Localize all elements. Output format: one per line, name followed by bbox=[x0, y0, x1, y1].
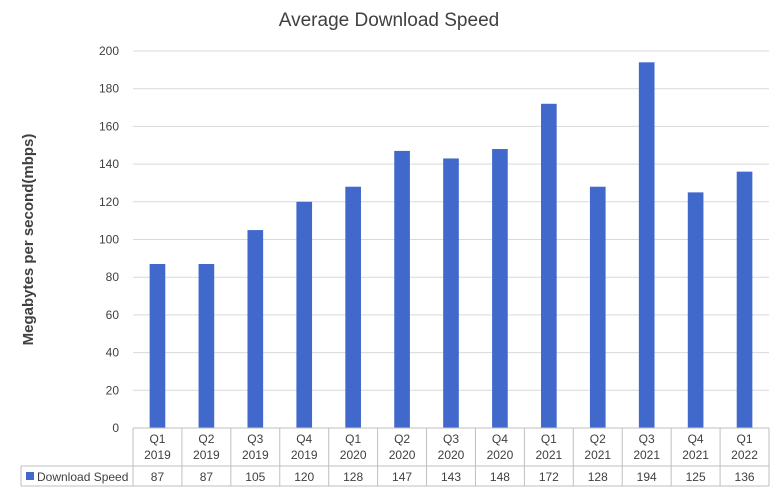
x-tick-label: 2020 bbox=[438, 448, 465, 462]
bar bbox=[736, 171, 753, 428]
x-tick-label: Q2 bbox=[394, 432, 410, 446]
x-tick-label: Q3 bbox=[443, 432, 459, 446]
data-label: 125 bbox=[686, 470, 706, 484]
bar bbox=[345, 186, 361, 428]
x-tick-label: 2020 bbox=[389, 448, 416, 462]
x-tick-label: Q3 bbox=[639, 432, 655, 446]
x-tick-label: Q1 bbox=[541, 432, 557, 446]
y-axis-ticks: 0 20 40 60 80 100 120 140 160 180 200 bbox=[99, 44, 119, 435]
data-label: 136 bbox=[735, 470, 755, 484]
x-tick-label: Q2 bbox=[590, 432, 606, 446]
x-tick-label: Q1 bbox=[149, 432, 165, 446]
y-tick-label: 20 bbox=[106, 383, 120, 397]
x-tick-label: 2020 bbox=[340, 448, 367, 462]
bar bbox=[247, 230, 264, 428]
x-tick-label: 2019 bbox=[193, 448, 220, 462]
data-label: 120 bbox=[294, 470, 314, 484]
bar bbox=[589, 186, 606, 428]
data-label: 172 bbox=[539, 470, 559, 484]
y-tick-label: 80 bbox=[106, 270, 120, 284]
bar bbox=[638, 62, 655, 429]
data-label: 143 bbox=[441, 470, 461, 484]
x-tick-label: 2019 bbox=[291, 448, 318, 462]
bar bbox=[687, 192, 704, 428]
data-label: 148 bbox=[490, 470, 510, 484]
y-tick-label: 180 bbox=[99, 82, 119, 96]
bar bbox=[541, 103, 557, 428]
x-tick-label: Q4 bbox=[688, 432, 704, 446]
data-label: 194 bbox=[637, 470, 657, 484]
legend-swatch bbox=[26, 472, 34, 480]
x-tick-label: 2021 bbox=[633, 448, 660, 462]
x-tick-label: Q4 bbox=[492, 432, 508, 446]
bar bbox=[492, 149, 508, 428]
x-tick-label: Q1 bbox=[345, 432, 361, 446]
y-axis-label: Megabytes per second(mbps) bbox=[20, 134, 37, 346]
x-tick-label: 2019 bbox=[144, 448, 171, 462]
x-tick-label: 2021 bbox=[535, 448, 562, 462]
y-tick-label: 100 bbox=[99, 233, 119, 247]
x-tick-label: 2021 bbox=[682, 448, 709, 462]
chart-title: Average Download Speed bbox=[279, 10, 499, 31]
bars bbox=[149, 62, 753, 429]
data-label: 87 bbox=[151, 470, 165, 484]
data-label: 147 bbox=[392, 470, 412, 484]
y-tick-label: 160 bbox=[99, 119, 119, 133]
x-tick-label: Q2 bbox=[198, 432, 214, 446]
y-tick-label: 60 bbox=[106, 308, 120, 322]
y-tick-label: 140 bbox=[99, 157, 119, 171]
y-tick-label: 120 bbox=[99, 195, 119, 209]
x-tick-label: 2021 bbox=[584, 448, 611, 462]
bar bbox=[443, 158, 459, 428]
y-tick-label: 200 bbox=[99, 44, 119, 58]
x-tick-label: Q4 bbox=[296, 432, 312, 446]
data-table: Q1 2019 87 Q2 2019 87 Q3 2019 105 Q4 2019 120 Q1 2020… bbox=[20, 427, 770, 487]
y-tick-label: 40 bbox=[106, 346, 120, 360]
bar bbox=[296, 201, 313, 428]
bar bbox=[198, 264, 215, 428]
x-tick-label: 2022 bbox=[731, 448, 758, 462]
y-tick-label: 0 bbox=[112, 421, 119, 435]
x-tick-label: 2020 bbox=[487, 448, 514, 462]
legend-label: Download Speed bbox=[37, 470, 128, 484]
bar bbox=[149, 264, 166, 428]
x-tick-label: 2019 bbox=[242, 448, 269, 462]
x-tick-label: Q3 bbox=[247, 432, 263, 446]
data-label: 105 bbox=[245, 470, 265, 484]
data-label: 128 bbox=[343, 470, 363, 484]
data-label: 128 bbox=[588, 470, 608, 484]
data-label: 87 bbox=[200, 470, 214, 484]
bar bbox=[394, 150, 410, 428]
x-tick-label: Q1 bbox=[737, 432, 753, 446]
